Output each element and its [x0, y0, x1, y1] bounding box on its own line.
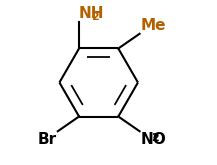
Text: 2: 2 — [91, 12, 99, 22]
Text: Br: Br — [38, 132, 57, 147]
Text: 2: 2 — [151, 133, 158, 143]
Text: NO: NO — [140, 132, 166, 147]
Text: NH: NH — [78, 6, 104, 21]
Text: Me: Me — [141, 18, 166, 33]
